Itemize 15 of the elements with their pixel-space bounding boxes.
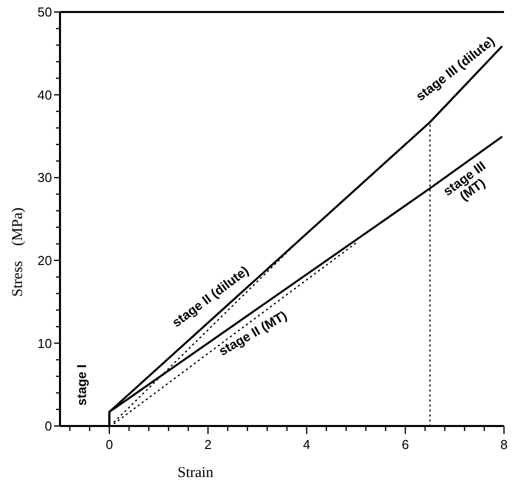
x-tick-label: 0 [106,437,113,452]
annotation: stage II (MT) [216,308,290,359]
x-tick-label: 6 [402,437,409,452]
x-tick-label: 2 [204,437,212,452]
x-tick-label: 8 [500,437,508,452]
x-tick-label: 4 [303,437,310,452]
y-tick-label: 50 [38,4,52,20]
x-axis-title: Strain [178,465,214,481]
annotation: stage I [74,364,89,406]
y-tick-label: 20 [38,252,52,268]
y-tick-label: 40 [38,87,52,102]
y-axis-title: Stress (MPa) [10,208,26,297]
y-tick-label: 0 [44,418,52,434]
y-tick-label: 30 [38,170,52,186]
y-tick-label: 10 [38,336,52,351]
